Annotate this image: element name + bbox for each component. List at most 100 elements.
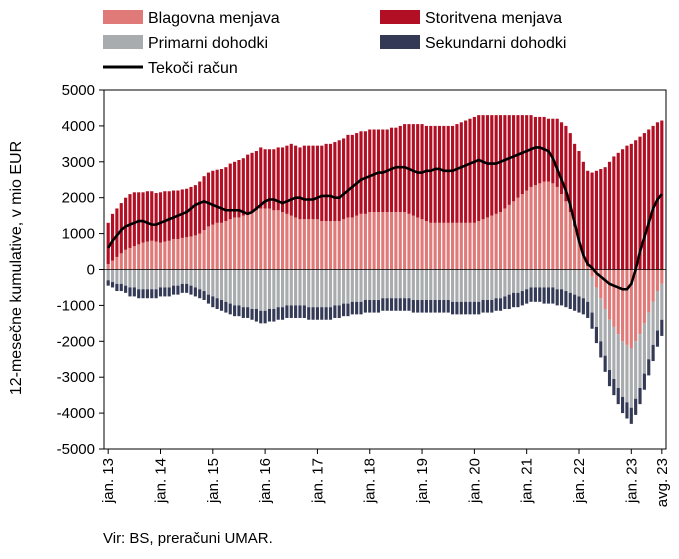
bar-segment-series-1	[328, 143, 333, 222]
bar-segment-series-3	[625, 402, 629, 419]
bar-segment-series-2	[559, 269, 564, 290]
bar-segment-series-1	[337, 140, 341, 222]
bar-segment-series-3	[328, 307, 333, 320]
bar-segment-series-0	[564, 201, 568, 270]
bar-segment-series-2	[206, 269, 211, 295]
bar-segment-series-1	[276, 147, 280, 211]
bar-segment-series-2	[621, 341, 625, 397]
bar-segment-series-3	[568, 292, 572, 309]
bar-segment-series-0	[420, 219, 424, 270]
bar-segment-series-0	[577, 240, 581, 270]
bar-segment-series-1	[193, 185, 197, 236]
bar-segment-series-0	[137, 244, 141, 270]
bar-segment-series-0	[647, 269, 651, 313]
bar-segment-series-1	[429, 125, 433, 223]
bar-segment-series-1	[551, 118, 555, 184]
bar-segment-series-0	[128, 247, 132, 270]
bar-segment-series-2	[455, 269, 459, 302]
bar-segment-series-3	[246, 307, 250, 318]
bar-segment-series-3	[437, 300, 442, 313]
bar-segment-series-2	[224, 269, 228, 302]
bar-segment-series-3	[481, 300, 485, 313]
bar-segment-series-1	[629, 143, 633, 270]
bar-segment-series-3	[315, 307, 319, 320]
bar-segment-series-0	[193, 235, 197, 270]
bar-segment-series-3	[115, 283, 119, 292]
bar-segment-series-2	[302, 269, 306, 306]
bar-segment-series-0	[289, 215, 293, 270]
bar-segment-series-1	[481, 115, 485, 220]
bar-segment-series-2	[446, 269, 450, 301]
bar-segment-series-0	[416, 217, 420, 270]
bar-segment-series-1	[259, 147, 263, 209]
legend-swatch-2	[103, 35, 143, 49]
bar-segment-series-0	[198, 233, 202, 270]
bar-segment-series-1	[555, 118, 559, 187]
bar-segment-series-3	[154, 289, 158, 299]
bar-segment-series-1	[376, 129, 381, 213]
bar-segment-series-1	[150, 191, 154, 241]
bar-segment-series-3	[163, 287, 167, 297]
bar-segment-series-2	[211, 269, 215, 297]
legend-swatch-1	[380, 10, 420, 24]
bar-segment-series-1	[145, 191, 149, 242]
series-line-tekoci-racun	[107, 146, 663, 291]
bar-segment-series-0	[538, 183, 542, 270]
bar-segment-series-3	[407, 298, 411, 311]
bar-segment-series-2	[651, 301, 655, 345]
bar-segment-series-3	[455, 301, 459, 315]
bar-segment-series-0	[498, 212, 503, 270]
bar-segment-series-2	[346, 269, 350, 304]
bar-segment-series-2	[368, 269, 372, 301]
bar-segment-series-1	[333, 142, 337, 222]
bar-segment-series-1	[507, 115, 511, 205]
bar-segment-series-0	[573, 226, 577, 270]
bar-segment-series-1	[237, 160, 241, 218]
bar-segment-series-1	[533, 116, 537, 186]
bar-segment-series-0	[145, 241, 149, 270]
bar-segment-series-1	[198, 181, 202, 234]
bar-segment-series-1	[372, 129, 376, 213]
bar-segment-series-3	[586, 301, 590, 318]
bar-segment-series-0	[355, 215, 359, 270]
bar-segment-series-3	[254, 308, 258, 322]
bar-segment-series-2	[176, 269, 180, 286]
bar-segment-series-2	[132, 269, 136, 288]
bar-segment-series-3	[638, 387, 642, 405]
bar-segment-series-3	[629, 407, 633, 424]
bar-segment-series-0	[607, 269, 612, 320]
bar-segment-series-3	[106, 280, 110, 286]
bar-segment-series-3	[411, 300, 415, 313]
bar-segment-series-0	[472, 222, 476, 270]
bar-segment-series-2	[647, 312, 651, 360]
bar-segment-series-1	[424, 125, 428, 222]
bar-segment-series-1	[215, 169, 219, 223]
bar-segment-series-2	[172, 269, 176, 286]
bar-segment-series-1	[315, 145, 319, 220]
bar-segment-series-3	[228, 303, 232, 315]
bar-segment-series-1	[350, 134, 354, 218]
bar-segment-series-3	[324, 307, 328, 320]
bar-segment-series-2	[498, 269, 503, 299]
bar-segment-series-2	[202, 269, 206, 292]
bar-segment-series-1	[512, 115, 516, 202]
x-tick-label: jan. 18	[362, 458, 379, 504]
bar-segment-series-3	[647, 359, 651, 376]
bar-segment-series-2	[110, 269, 115, 283]
bar-segment-series-0	[424, 221, 428, 270]
bar-segment-series-3	[433, 300, 437, 313]
bar-segment-series-1	[363, 131, 367, 214]
legend-label-4: Tekoči račun	[148, 60, 238, 77]
bar-segment-series-2	[660, 283, 664, 320]
bar-segment-series-1	[311, 145, 315, 220]
bar-segment-series-3	[141, 289, 145, 299]
bar-segment-series-1	[455, 124, 459, 223]
bar-segment-series-0	[394, 212, 398, 270]
bar-segment-series-3	[485, 300, 490, 313]
bar-segment-series-0	[237, 217, 241, 270]
y-axis: 5000 4000 3000 2000 1000 0 -1000 -2000 -3000 -400…	[57, 82, 104, 458]
bar-segment-series-3	[368, 300, 372, 313]
bar-segment-series-3	[202, 291, 206, 301]
bar-segment-series-0	[202, 230, 206, 270]
bar-segment-series-0	[625, 269, 629, 345]
